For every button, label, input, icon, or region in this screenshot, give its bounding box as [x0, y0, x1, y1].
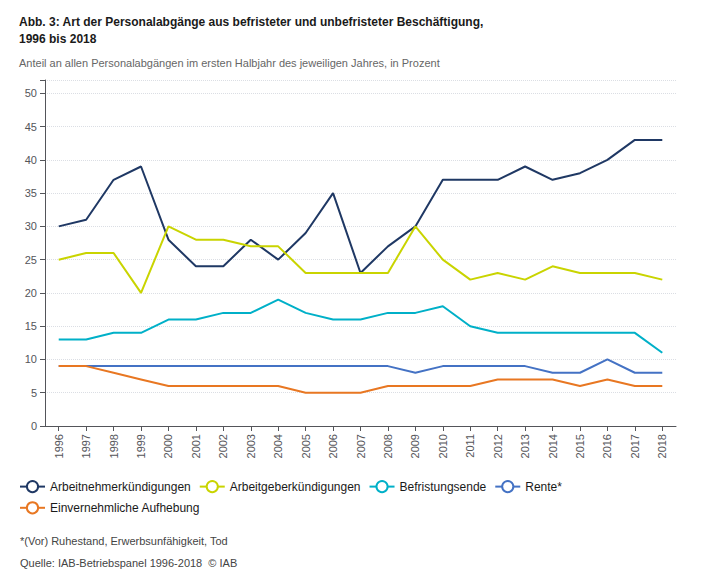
svg-text:20: 20	[25, 287, 37, 299]
svg-text:2018: 2018	[656, 434, 668, 458]
svg-text:10: 10	[25, 353, 37, 365]
svg-text:2010: 2010	[437, 434, 449, 458]
svg-text:0: 0	[31, 420, 37, 432]
svg-text:45: 45	[25, 121, 37, 133]
svg-text:50: 50	[25, 87, 37, 99]
svg-text:2008: 2008	[382, 434, 394, 458]
svg-text:Arbeitgeberkündigungen: Arbeitgeberkündigungen	[230, 480, 361, 494]
svg-text:2002: 2002	[217, 434, 229, 458]
svg-text:30: 30	[25, 220, 37, 232]
svg-text:Einvernehmliche Aufhebung: Einvernehmliche Aufhebung	[50, 501, 199, 515]
svg-text:25: 25	[25, 254, 37, 266]
svg-text:2007: 2007	[355, 434, 367, 458]
svg-text:2011: 2011	[464, 434, 476, 458]
svg-text:1999: 1999	[135, 434, 147, 458]
svg-text:15: 15	[25, 320, 37, 332]
svg-text:1998: 1998	[108, 434, 120, 458]
svg-text:2006: 2006	[327, 434, 339, 458]
svg-text:Befristungsende: Befristungsende	[400, 480, 487, 494]
svg-text:2014: 2014	[547, 434, 559, 458]
svg-text:Quelle: IAB-Betriebspanel 1996: Quelle: IAB-Betriebspanel 1996-2018 © IA…	[20, 557, 237, 569]
svg-text:Rente*: Rente*	[525, 480, 562, 494]
svg-text:1996 bis 2018: 1996 bis 2018	[19, 32, 97, 46]
svg-text:2001: 2001	[190, 434, 202, 458]
svg-text:2013: 2013	[519, 434, 531, 458]
svg-text:1997: 1997	[80, 434, 92, 458]
svg-text:Abb. 3: Art der Personalabgäng: Abb. 3: Art der Personalabgänge aus befr…	[19, 15, 483, 29]
svg-text:2017: 2017	[629, 434, 641, 458]
svg-text:35: 35	[25, 187, 37, 199]
svg-text:2004: 2004	[272, 434, 284, 458]
svg-text:2003: 2003	[245, 434, 257, 458]
svg-text:2009: 2009	[409, 434, 421, 458]
svg-text:2000: 2000	[162, 434, 174, 458]
svg-text:2016: 2016	[601, 434, 613, 458]
svg-text:2015: 2015	[574, 434, 586, 458]
svg-text:40: 40	[25, 154, 37, 166]
svg-text:Arbeitnehmerkündigungen: Arbeitnehmerkündigungen	[50, 480, 191, 494]
svg-text:2012: 2012	[492, 434, 504, 458]
svg-text:1996: 1996	[53, 434, 65, 458]
svg-text:5: 5	[31, 387, 37, 399]
svg-text:2005: 2005	[300, 434, 312, 458]
svg-text:Anteil an allen Personalabgäng: Anteil an allen Personalabgängen im erst…	[19, 57, 440, 69]
svg-text:*(Vor) Ruhestand, Erwerbsunfäh: *(Vor) Ruhestand, Erwerbsunfähigkeit, To…	[20, 535, 228, 547]
